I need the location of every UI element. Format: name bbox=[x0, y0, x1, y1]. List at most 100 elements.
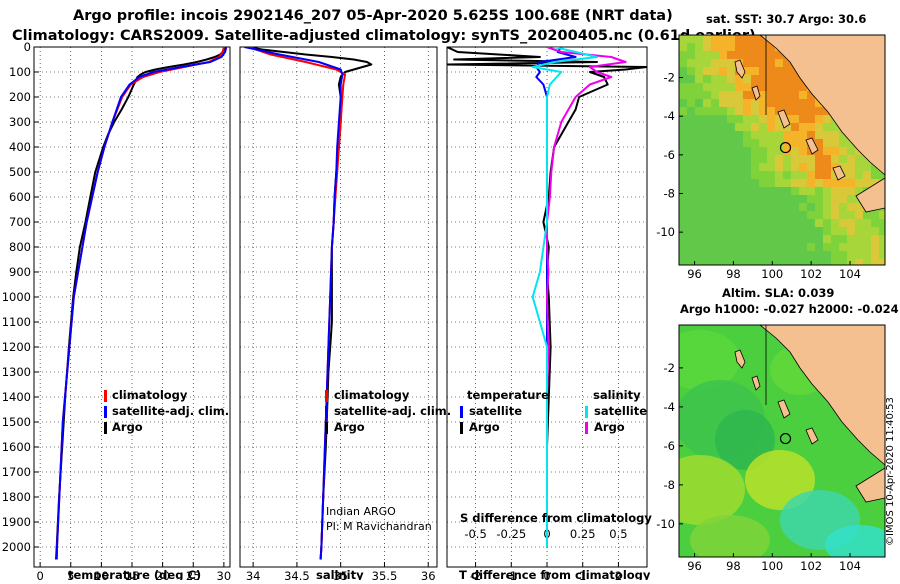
sst-cell bbox=[703, 43, 711, 51]
sst-cell bbox=[767, 147, 775, 155]
sst-cell bbox=[775, 171, 783, 179]
sst-cell bbox=[759, 115, 767, 123]
sst-cell bbox=[807, 251, 815, 259]
sst-cell bbox=[695, 75, 703, 83]
temperature-panel: 0100200300400500600700800900100011001200… bbox=[2, 40, 231, 583]
sst-cell bbox=[807, 195, 815, 203]
sst-cell bbox=[815, 251, 823, 259]
sst-cell bbox=[711, 51, 719, 59]
sst-cell bbox=[799, 131, 807, 139]
sst-cell bbox=[767, 171, 775, 179]
sst-cell bbox=[735, 227, 743, 235]
sst-cell bbox=[815, 139, 823, 147]
sst-cell bbox=[863, 243, 871, 251]
sla-field-blob bbox=[690, 515, 770, 557]
sst-cell bbox=[855, 251, 863, 259]
sst-cell bbox=[799, 235, 807, 243]
sst-map-island bbox=[832, 165, 846, 181]
sst-cell bbox=[743, 227, 751, 235]
sst-cell bbox=[839, 243, 847, 251]
sst-cell bbox=[727, 195, 735, 203]
sst-cell bbox=[703, 219, 711, 227]
sst-cell bbox=[759, 59, 767, 67]
sst-cell bbox=[703, 139, 711, 147]
sst-cell bbox=[855, 171, 863, 179]
sst-cell bbox=[751, 187, 759, 195]
sst-cell bbox=[695, 243, 703, 251]
sst-cell bbox=[775, 131, 783, 139]
sst-cell bbox=[807, 211, 815, 219]
sst-cell bbox=[799, 195, 807, 203]
sst-cell bbox=[815, 235, 823, 243]
sst-cell bbox=[759, 35, 767, 43]
sst-cell bbox=[711, 59, 719, 67]
sst-cell bbox=[703, 211, 711, 219]
sst-cell bbox=[799, 259, 807, 265]
sst-cell bbox=[743, 195, 751, 203]
y-tick-label: 2000 bbox=[2, 540, 31, 554]
sst-cell bbox=[735, 139, 743, 147]
sst-cell bbox=[679, 219, 687, 227]
sst-cell bbox=[727, 67, 735, 75]
sst-cell bbox=[679, 195, 687, 203]
sst-cell bbox=[751, 99, 759, 107]
sla-map-argo-marker bbox=[779, 432, 792, 445]
header-line1: Argo profile: incois 2902146_207 05-Apr-… bbox=[73, 8, 673, 24]
sst-cell bbox=[807, 155, 815, 163]
sst-cell bbox=[783, 147, 791, 155]
legend-salinity-title: salinity bbox=[593, 388, 641, 402]
s-legend-climatology-label: climatology bbox=[334, 388, 410, 402]
sst-cell bbox=[815, 171, 823, 179]
sst-cell bbox=[823, 259, 831, 265]
sst-cell bbox=[767, 139, 775, 147]
sst-cell bbox=[711, 235, 719, 243]
sst-cell bbox=[839, 211, 847, 219]
s-legend-climatology-swatch bbox=[325, 390, 328, 402]
sst-cell bbox=[695, 107, 703, 115]
sst-cell bbox=[679, 51, 687, 59]
sst-cell bbox=[831, 131, 839, 139]
sst-cell bbox=[831, 259, 839, 265]
sst-cell bbox=[743, 91, 751, 99]
difference-legend: temperature salinity satellite Argo sate… bbox=[460, 388, 647, 434]
sst-cell bbox=[719, 243, 727, 251]
sst-cell bbox=[879, 235, 885, 243]
sst-cell bbox=[711, 123, 719, 131]
sst-cell bbox=[823, 243, 831, 251]
sst-cell bbox=[759, 99, 767, 107]
sst-cell bbox=[855, 179, 863, 187]
sst-cell bbox=[695, 43, 703, 51]
y-tick-label: 1000 bbox=[2, 290, 31, 304]
sst-cell bbox=[743, 67, 751, 75]
sst-cell bbox=[687, 251, 695, 259]
sst-cell bbox=[871, 219, 879, 227]
sst-cell bbox=[831, 147, 839, 155]
sst-cell bbox=[703, 227, 711, 235]
s-diff-tick-label: -0.25 bbox=[496, 527, 526, 541]
sst-cell bbox=[727, 139, 735, 147]
sst-cell bbox=[687, 115, 695, 123]
sst-cell bbox=[711, 107, 719, 115]
sst-cell bbox=[711, 155, 719, 163]
sst-cell bbox=[767, 259, 775, 265]
sst-cell bbox=[743, 75, 751, 83]
sst-cell bbox=[727, 187, 735, 195]
sst-cell bbox=[775, 83, 783, 91]
sst-cell bbox=[759, 259, 767, 265]
sst-cell bbox=[687, 99, 695, 107]
sst-cell bbox=[775, 155, 783, 163]
sst-cell bbox=[751, 243, 759, 251]
sst-cell bbox=[727, 259, 735, 265]
sst-cell bbox=[863, 251, 871, 259]
sst-cell bbox=[759, 155, 767, 163]
sst-cell bbox=[687, 235, 695, 243]
sst-cell bbox=[839, 195, 847, 203]
sst-cell bbox=[727, 227, 735, 235]
sst-cell bbox=[839, 131, 847, 139]
sst-cell bbox=[727, 43, 735, 51]
sst-cell bbox=[815, 187, 823, 195]
sst-cell bbox=[687, 59, 695, 67]
sst-cell bbox=[775, 107, 783, 115]
sst-cell bbox=[735, 235, 743, 243]
sst-cell bbox=[791, 203, 799, 211]
